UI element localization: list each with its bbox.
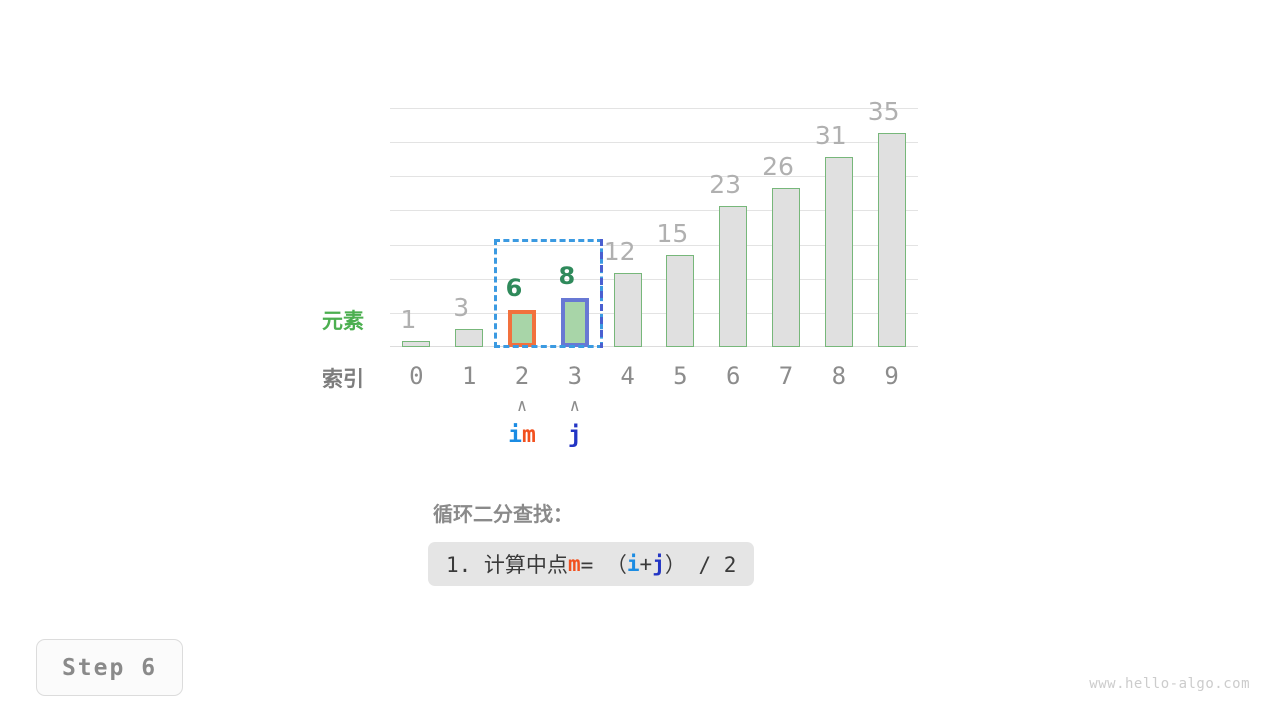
- index-tick-8: 8: [831, 362, 847, 390]
- formula-box: 1. 计算中点 m = （ i + j ） / 2: [428, 542, 755, 586]
- index-row-label: 索引: [322, 367, 364, 391]
- pointer-caret: ∧: [516, 396, 528, 416]
- pointer-var-j: j: [567, 422, 582, 448]
- axis-baseline: [390, 346, 918, 347]
- bar: [877, 132, 906, 347]
- index-tick-4: 4: [620, 362, 635, 390]
- gridline: [390, 279, 918, 280]
- bar-value-label: 15: [656, 219, 689, 249]
- formula-var-m: m: [567, 552, 581, 576]
- bar-value-label: 35: [867, 96, 900, 126]
- bar-value-label: 6: [505, 274, 523, 303]
- bar: [666, 255, 695, 347]
- pointer-caret: ∧: [569, 396, 580, 416]
- gridline: [390, 210, 918, 211]
- bar-highlight-j: [560, 297, 589, 347]
- formula-suffix: ） / 2: [664, 553, 737, 577]
- index-tick-9: 9: [884, 362, 899, 390]
- bar-value-label: 1: [400, 304, 417, 334]
- index-tick-1: 1: [461, 362, 477, 390]
- gridline: [390, 313, 918, 314]
- bar-value-label: 31: [814, 121, 847, 151]
- bar: [824, 157, 853, 347]
- selection-range-box: [494, 239, 603, 348]
- pointer-label: im: [492, 422, 552, 448]
- bar-value-label: 8: [558, 261, 576, 290]
- formula-plus: +: [639, 552, 653, 576]
- bar-value-label: 23: [709, 170, 742, 200]
- selection-right-edge: [599, 239, 603, 348]
- watermark: www.hello-algo.com: [1089, 676, 1250, 692]
- index-tick-6: 6: [725, 362, 741, 390]
- bar-value-label: 12: [603, 237, 636, 267]
- bar-value-label: 3: [453, 292, 470, 322]
- formula-prefix: 1. 计算中点: [446, 553, 568, 577]
- index-tick-7: 7: [778, 362, 794, 390]
- element-row-label: 元素: [322, 309, 364, 333]
- bar: [402, 340, 431, 347]
- pointer-var-i: i: [508, 422, 522, 448]
- gridline: [390, 245, 918, 246]
- formula-var-j: j: [652, 552, 665, 576]
- formula-equals: = （: [580, 553, 627, 577]
- bar: [719, 206, 748, 347]
- step-badge: Step 6: [36, 639, 183, 696]
- bar: [613, 273, 642, 347]
- pointer-label: j: [545, 422, 605, 448]
- bar: [772, 187, 800, 347]
- formula-var-i: i: [626, 552, 640, 576]
- gridline: [390, 142, 918, 143]
- bar: [455, 328, 484, 347]
- index-tick-2: 2: [514, 362, 530, 390]
- pointer-var-m: m: [522, 422, 536, 448]
- caption-text: 循环二分查找：: [433, 502, 573, 526]
- gridline: [390, 176, 918, 177]
- index-tick-0: 0: [409, 362, 424, 390]
- index-tick-3: 3: [567, 362, 583, 390]
- bar-chart-plot: 1 3 6 8 12 15 23 26 31 35: [390, 97, 918, 348]
- index-tick-5: 5: [673, 362, 688, 390]
- gridline: [390, 108, 918, 109]
- bar-value-label: 26: [762, 151, 794, 181]
